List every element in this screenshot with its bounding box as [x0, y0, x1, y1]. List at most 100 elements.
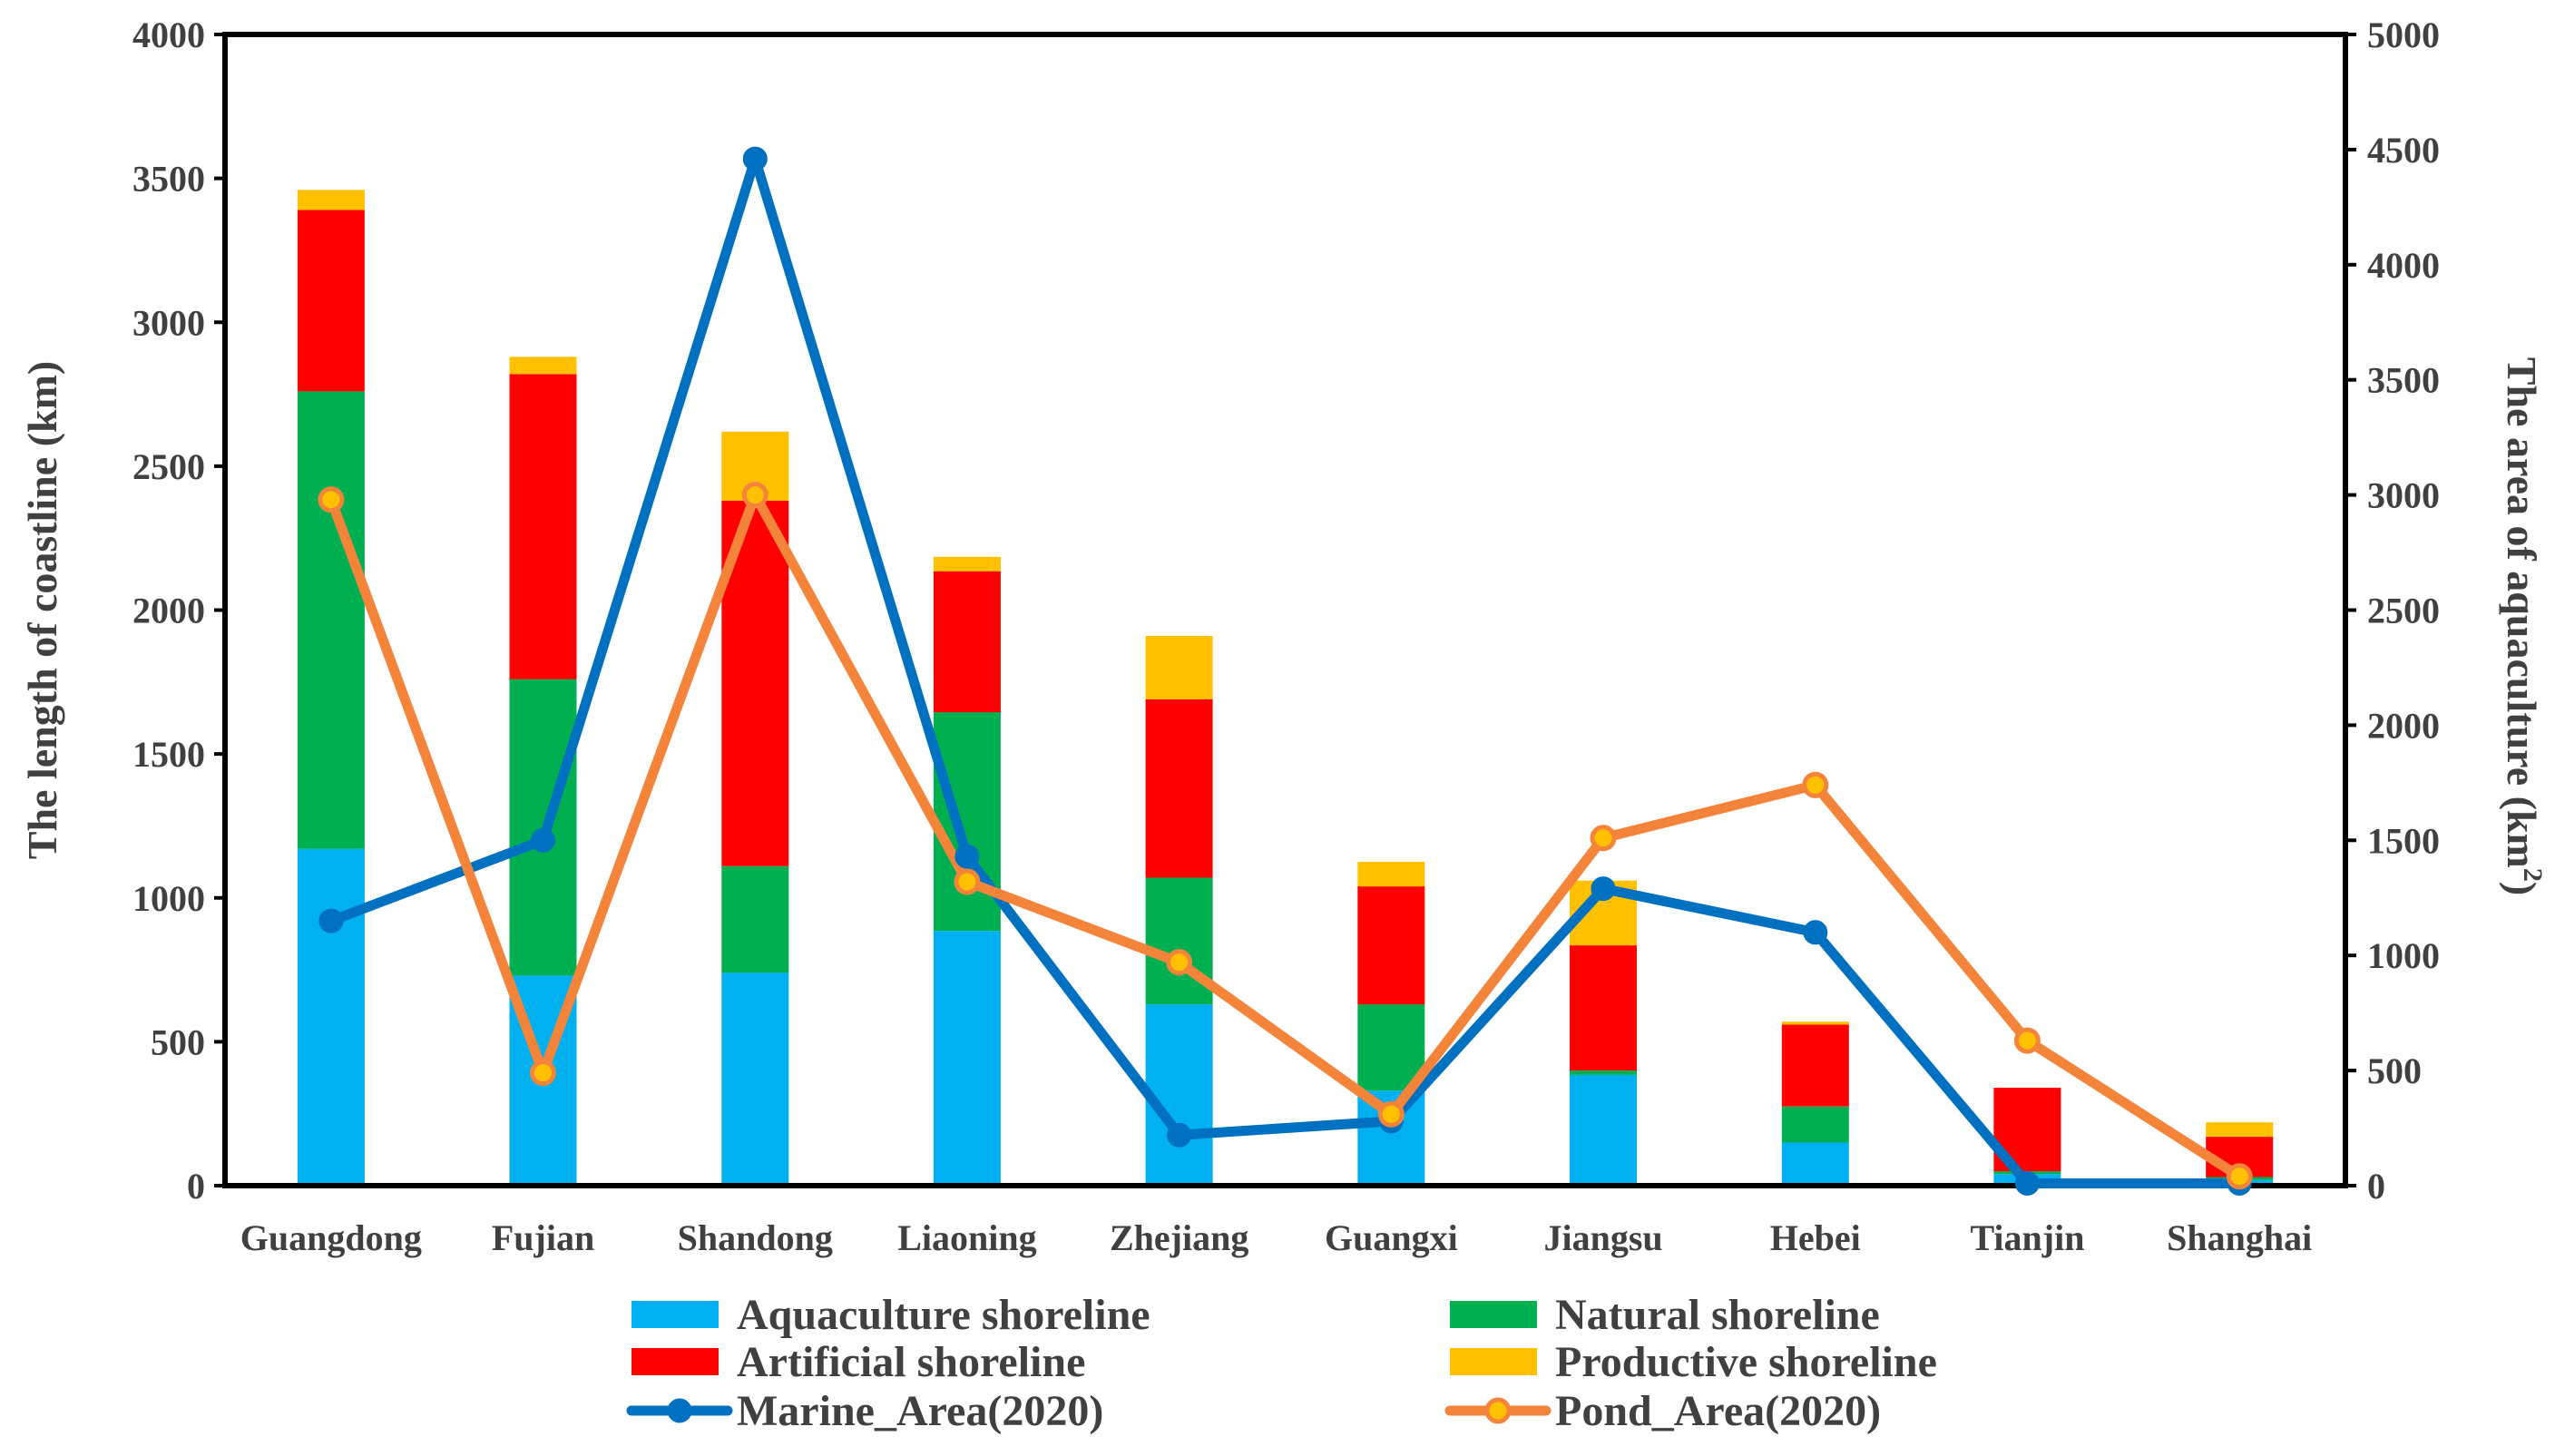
bars-layer — [297, 190, 2274, 1186]
bar-natural-shoreline-hebei — [1781, 1106, 1849, 1143]
bar-productive-shoreline-fujian — [509, 357, 577, 375]
right-tick-label: 4000 — [2367, 245, 2440, 286]
right-tick-label: 1500 — [2367, 820, 2440, 861]
bar-natural-shoreline-jiangsu — [1570, 1070, 1637, 1075]
bar-artificial-shoreline-zhejiang — [1145, 699, 1213, 878]
right-axis-title-close: ) — [2499, 882, 2545, 895]
left-tick-label: 1000 — [132, 878, 205, 919]
point-marine-area-2020-zhejiang — [1167, 1122, 1192, 1148]
legend-item-pond-area-2020-label: Pond_Area(2020) — [1555, 1387, 1881, 1435]
legend-item-natural-shoreline-label: Natural shoreline — [1555, 1291, 1880, 1339]
legend: Aquaculture shoreline Natural shoreline Ar… — [626, 1291, 1937, 1435]
bar-aquaculture-shoreline-hebei — [1781, 1142, 1849, 1186]
axis-titles: The length of coastline (km) The area of … — [19, 357, 2548, 895]
bar-natural-shoreline-guangdong — [297, 391, 365, 849]
right-tick-label: 4500 — [2367, 130, 2440, 171]
legend-item-natural-shoreline: Natural shoreline — [1450, 1291, 1880, 1339]
bar-natural-shoreline-shandong — [721, 865, 789, 973]
bar-productive-shoreline-zhejiang — [1145, 636, 1213, 699]
category-label-shanghai: Shanghai — [2167, 1217, 2312, 1258]
legend-item-productive-shoreline-label: Productive shoreline — [1555, 1338, 1937, 1386]
left-tick-label: 4000 — [132, 15, 205, 55]
category-label-tianjin: Tianjin — [1970, 1217, 2084, 1258]
legend-item-aquaculture-shoreline-label: Aquaculture shoreline — [737, 1291, 1150, 1339]
point-pond-area-2020-tianjin — [2013, 1027, 2041, 1054]
bar-artificial-shoreline-jiangsu — [1570, 945, 1637, 1071]
point-pond-area-2020-jiangsu — [1590, 825, 1617, 852]
left-tick-label: 500 — [151, 1021, 205, 1062]
bar-productive-shoreline-hebei — [1781, 1021, 1849, 1025]
left-tick-label: 2000 — [132, 591, 205, 631]
left-tick-label: 3000 — [132, 302, 205, 343]
legend-item-aquaculture-shoreline: Aquaculture shoreline — [631, 1291, 1150, 1339]
point-pond-area-2020-liaoning — [954, 868, 981, 895]
legend-item-artificial-shoreline: Artificial shoreline — [631, 1338, 1085, 1386]
bar-artificial-shoreline-liaoning — [933, 571, 1001, 713]
point-pond-area-2020-shandong — [741, 482, 768, 509]
point-pond-area-2020-shanghai — [2226, 1163, 2253, 1190]
point-pond-area-2020-zhejiang — [1166, 949, 1193, 976]
bar-natural-shoreline-liaoning — [933, 712, 1001, 932]
point-marine-area-2020-fujian — [531, 827, 555, 853]
legend-item-artificial-shoreline-swatch — [631, 1348, 719, 1375]
point-marine-area-2020-hebei — [1803, 920, 1828, 945]
legend-item-productive-shoreline-swatch — [1450, 1348, 1537, 1375]
bar-productive-shoreline-guangdong — [297, 190, 365, 210]
right-axis-title-superscript: 2 — [2518, 868, 2548, 882]
category-label-jiangsu: Jiangsu — [1543, 1217, 1662, 1258]
point-marine-area-2020-liaoning — [954, 844, 980, 869]
point-marine-area-2020-guangdong — [318, 908, 344, 933]
right-tick-label: 5000 — [2367, 15, 2440, 55]
category-label-hebei: Hebei — [1770, 1217, 1861, 1258]
lines-layer — [318, 146, 2253, 1196]
bar-productive-shoreline-liaoning — [933, 556, 1001, 572]
right-tick-label: 3500 — [2367, 360, 2440, 401]
legend-item-marine-area-2020: Marine_Area(2020) — [626, 1387, 1103, 1435]
left-tick-label: 3500 — [132, 159, 205, 200]
point-marine-area-2020-jiangsu — [1591, 876, 1616, 902]
left-tick-label: 0 — [187, 1166, 205, 1207]
line-marine-area-2020 — [326, 153, 2245, 1188]
bar-productive-shoreline-guangxi — [1357, 862, 1425, 887]
legend-item-pond-area-2020-swatch-marker — [1484, 1397, 1512, 1424]
category-label-zhejiang: Zhejiang — [1110, 1217, 1248, 1258]
category-label-shandong: Shandong — [678, 1217, 833, 1258]
point-marine-area-2020-shandong — [742, 146, 768, 171]
left-axis-title: The length of coastline (km) — [19, 361, 65, 859]
bar-artificial-shoreline-guangxi — [1357, 886, 1425, 1005]
bar-aquaculture-shoreline-shandong — [721, 972, 789, 1186]
bar-artificial-shoreline-guangdong — [297, 210, 365, 392]
line-pond-area-2020 — [326, 490, 2245, 1182]
legend-item-marine-area-2020-label: Marine_Area(2020) — [737, 1387, 1103, 1435]
right-tick-label: 500 — [2367, 1050, 2422, 1091]
left-tick-label: 2500 — [132, 446, 205, 487]
category-labels: Guangdong Fujian Shandong Liaoning Zhejiang G… — [240, 1217, 2312, 1258]
bar-aquaculture-shoreline-zhejiang — [1145, 1004, 1213, 1186]
bar-artificial-shoreline-hebei — [1781, 1024, 1849, 1107]
right-axis-title-main: The area of aquaculture (km — [2499, 357, 2545, 868]
left-tick-label: 1500 — [132, 734, 205, 775]
bar-aquaculture-shoreline-guangdong — [297, 848, 365, 1186]
point-pond-area-2020-guangxi — [1377, 1100, 1405, 1128]
point-pond-area-2020-fujian — [530, 1060, 556, 1087]
category-label-fujian: Fujian — [492, 1217, 594, 1258]
legend-item-aquaculture-shoreline-swatch — [631, 1301, 719, 1328]
ticks-layer: 0 500 1000 1500 2000 2500 3000 3500 4000 0 500 1000… — [132, 15, 2440, 1207]
bar-artificial-shoreline-fujian — [509, 374, 577, 679]
category-label-liaoning: Liaoning — [897, 1217, 1036, 1258]
point-marine-area-2020-tianjin — [2014, 1171, 2040, 1196]
bar-natural-shoreline-guangxi — [1357, 1004, 1425, 1091]
legend-item-pond-area-2020: Pond_Area(2020) — [1444, 1387, 1881, 1435]
point-pond-area-2020-hebei — [1802, 771, 1829, 798]
category-label-guangdong: Guangdong — [240, 1217, 422, 1258]
bar-natural-shoreline-zhejiang — [1145, 877, 1213, 1005]
point-pond-area-2020-guangdong — [318, 486, 345, 513]
bar-aquaculture-shoreline-jiangsu — [1570, 1074, 1637, 1186]
legend-item-artificial-shoreline-label: Artificial shoreline — [737, 1338, 1085, 1386]
right-tick-label: 2000 — [2367, 705, 2440, 746]
bar-aquaculture-shoreline-liaoning — [933, 931, 1001, 1186]
right-tick-label: 1000 — [2367, 935, 2440, 976]
legend-item-natural-shoreline-swatch — [1450, 1301, 1537, 1328]
